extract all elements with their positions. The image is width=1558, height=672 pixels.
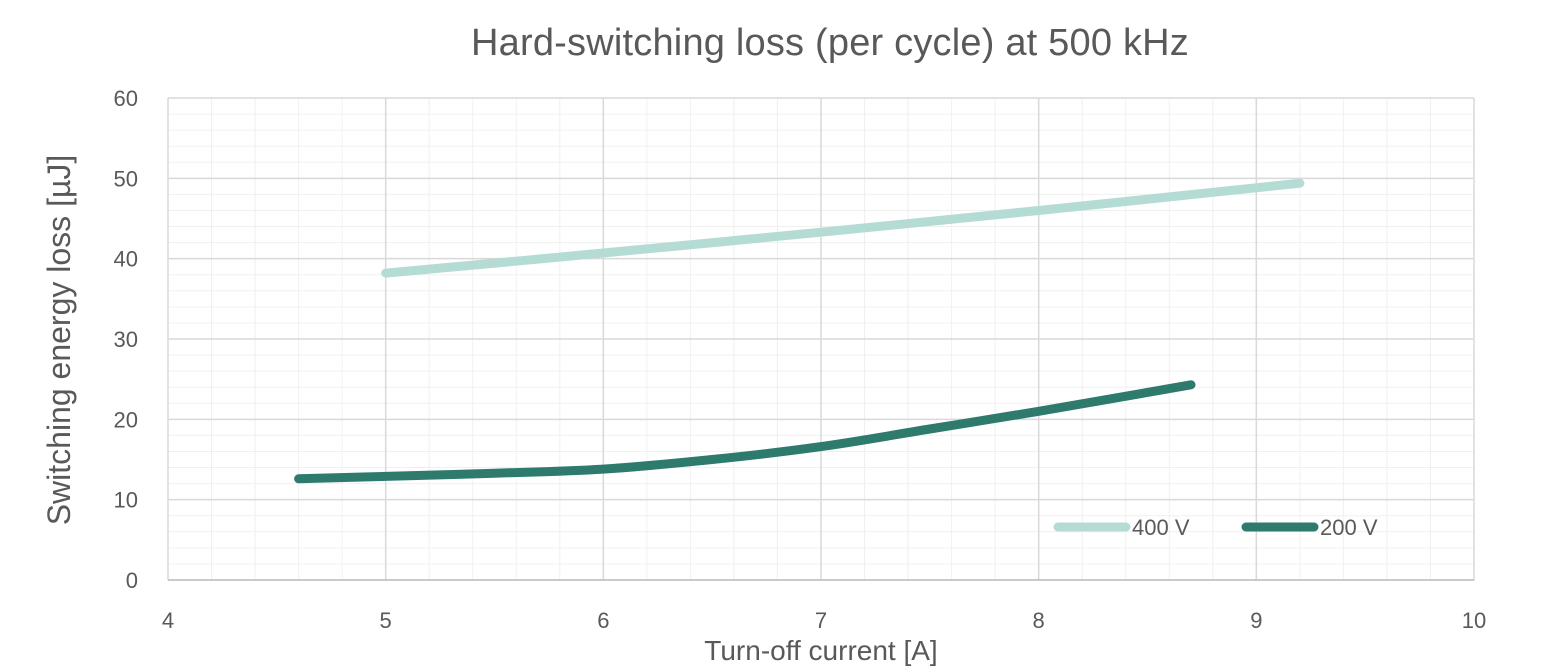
y-tick-label: 0 — [126, 568, 138, 593]
y-tick-label: 60 — [114, 86, 138, 111]
x-tick-label: 9 — [1250, 608, 1262, 633]
x-tick-label: 4 — [162, 608, 174, 633]
y-tick-label: 10 — [114, 488, 138, 513]
y-tick-label: 50 — [114, 166, 138, 191]
legend: 400 V 200 V — [1053, 515, 1378, 540]
y-tick-label: 30 — [114, 327, 138, 352]
x-axis-title: Turn-off current [A] — [704, 635, 937, 666]
legend-label: 400 V — [1132, 515, 1190, 540]
x-tick-label: 6 — [597, 608, 609, 633]
y-axis-title: Switching energy loss [µJ] — [41, 155, 77, 526]
x-tick-label: 5 — [380, 608, 392, 633]
series-line-200v — [294, 380, 1196, 484]
x-tick-label: 7 — [815, 608, 827, 633]
y-axis-ticks: 0 10 20 30 40 50 60 — [114, 86, 138, 593]
x-tick-label: 10 — [1462, 608, 1486, 633]
legend-label: 200 V — [1320, 515, 1378, 540]
chart-title: Hard-switching loss (per cycle) at 500 k… — [471, 22, 1189, 64]
x-tick-label: 8 — [1033, 608, 1045, 633]
y-tick-label: 20 — [114, 407, 138, 432]
x-axis-ticks: 4 5 6 7 8 9 10 — [162, 608, 1486, 633]
series-lines — [294, 178, 1305, 484]
y-tick-label: 40 — [114, 247, 138, 272]
series-line-400v — [381, 178, 1305, 278]
